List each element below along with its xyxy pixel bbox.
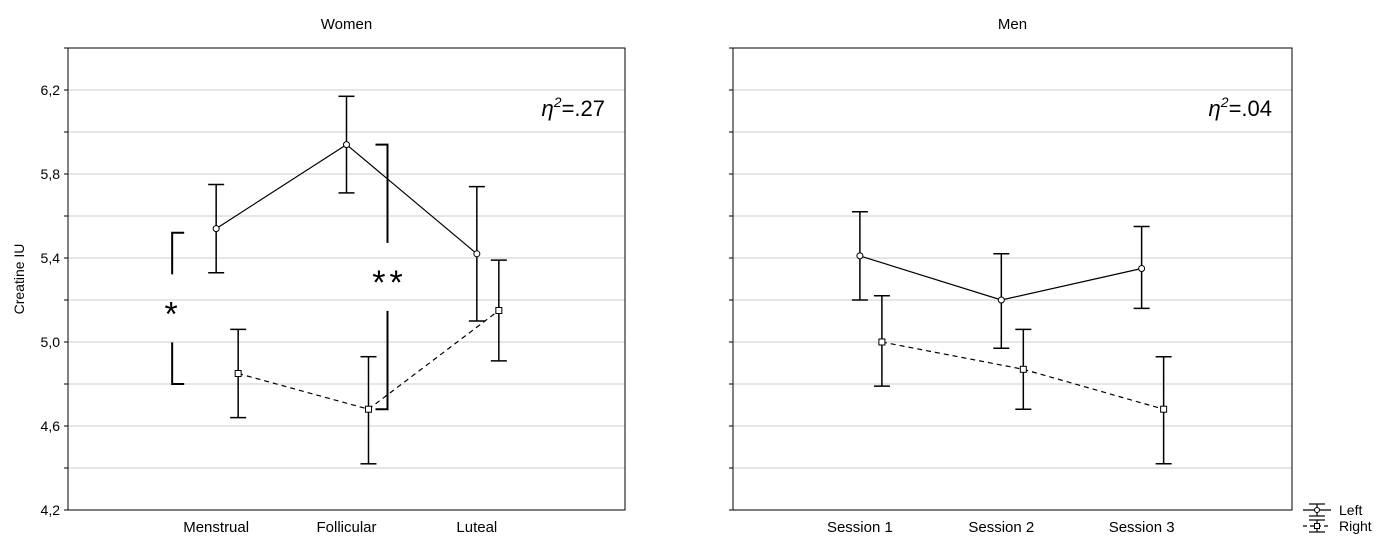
- series-left: [851, 211, 1150, 350]
- eta-superscript: 2: [553, 94, 562, 110]
- legend-marker: [1314, 507, 1320, 513]
- legend-entry-right: Right: [1303, 518, 1372, 534]
- data-point: [365, 405, 372, 413]
- significance-bracket: **: [372, 143, 406, 411]
- legend-entry-left: Left: [1303, 502, 1362, 518]
- series-right: [873, 295, 1172, 465]
- effect-size-value: =.27: [562, 96, 605, 121]
- plot-frame: [67, 47, 626, 511]
- legend-label: Right: [1339, 518, 1372, 534]
- y-tick-label: 5,0: [41, 334, 61, 350]
- bracket-lower: [171, 342, 185, 385]
- significance-stars: *: [165, 295, 182, 333]
- y-tick-label: 4,2: [41, 502, 61, 518]
- data-point: [1019, 365, 1027, 373]
- eta-symbol: η: [1209, 96, 1221, 121]
- x-tick-label: Session 3: [1109, 519, 1175, 536]
- x-tick-label: Menstrual: [183, 519, 249, 536]
- series-right: [230, 259, 507, 465]
- data-point: [878, 338, 886, 346]
- data-point: [1138, 265, 1146, 272]
- x-tick-label: Luteal: [456, 519, 497, 536]
- panel-men: Men Session 1 Session 2 Session 3 η2=.04: [729, 16, 1293, 536]
- chart-title: Women: [321, 16, 372, 33]
- legend-marker: [1314, 523, 1320, 529]
- significance-bracket: *: [165, 231, 185, 385]
- eta-superscript: 2: [1220, 94, 1229, 110]
- data-point: [212, 225, 220, 233]
- series-left: [208, 95, 485, 322]
- data-point: [234, 370, 242, 377]
- eta-symbol: η: [542, 96, 554, 121]
- y-axis-label: Creatine IU: [11, 244, 27, 315]
- effect-size-label: η2=.27: [542, 94, 605, 121]
- legend-label: Left: [1339, 502, 1362, 518]
- data-point: [1160, 405, 1168, 413]
- panel-women: 4,2 4,6 5,0 5,4 5,8 6,2 Creatine IU Women Menstr…: [11, 16, 626, 536]
- data-point: [495, 307, 503, 314]
- bracket-upper: [171, 231, 185, 275]
- bracket-lower: [375, 310, 389, 411]
- y-tick-label: 4,6: [41, 418, 61, 434]
- x-tick-label: Session 1: [827, 519, 893, 536]
- y-tick-label: 6,2: [41, 82, 61, 98]
- chart-title: Men: [998, 16, 1027, 33]
- x-tick-label: Follicular: [316, 519, 376, 536]
- effect-size-value: =.04: [1229, 96, 1272, 121]
- data-point: [473, 250, 481, 258]
- effect-size-label: η2=.04: [1209, 94, 1272, 121]
- plot-frame: [732, 47, 1293, 511]
- significance-stars: **: [372, 264, 406, 302]
- y-tick-label: 5,8: [41, 166, 61, 182]
- data-point: [856, 252, 864, 260]
- x-tick-label: Session 2: [968, 519, 1034, 536]
- bracket-upper: [375, 143, 389, 243]
- data-point: [997, 296, 1005, 304]
- data-point: [343, 141, 350, 149]
- y-tick-label: 5,4: [41, 250, 61, 266]
